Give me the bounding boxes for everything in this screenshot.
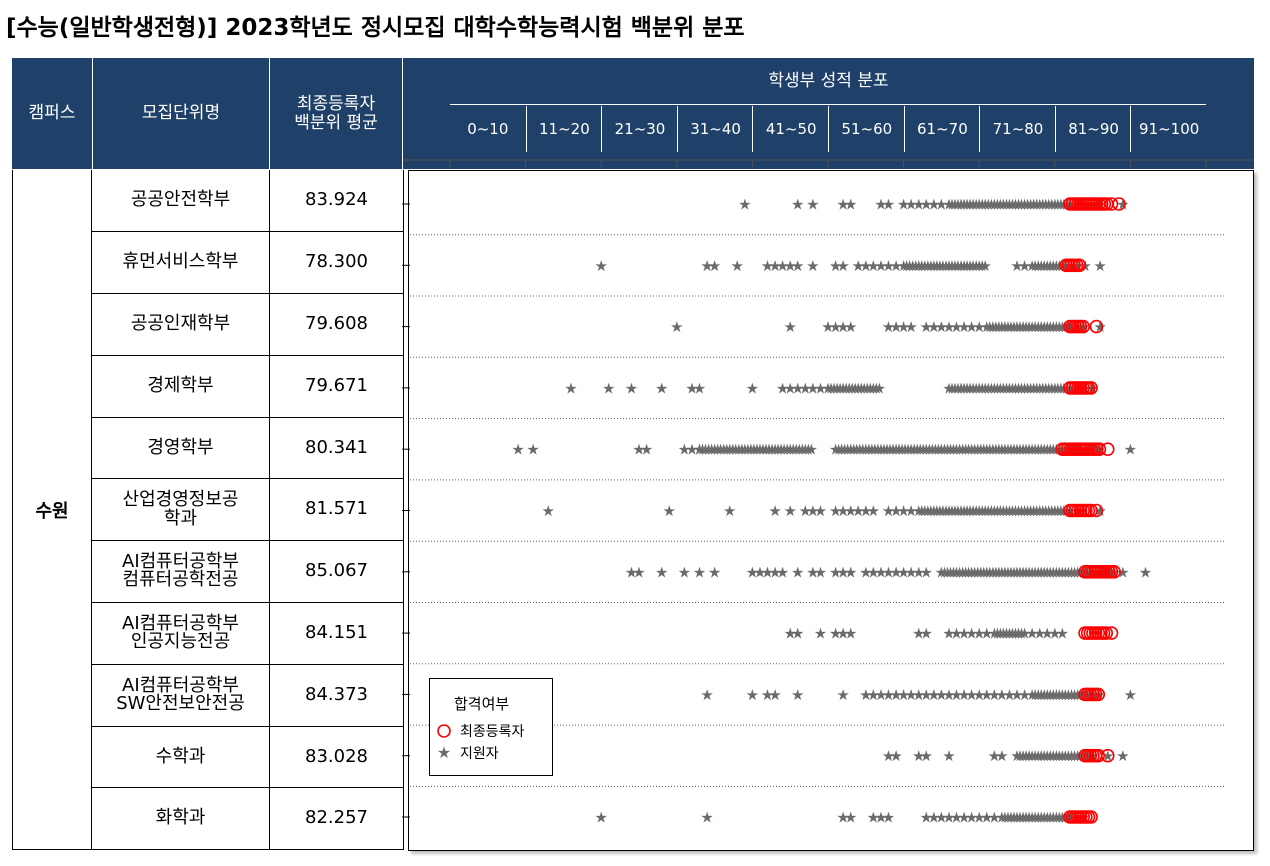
unit-average: 84.151 xyxy=(270,602,404,665)
unit-average: 80.341 xyxy=(270,417,404,480)
table-header: 캠퍼스 모집단위명 최종등록자 백분위 평균 학생부 성적 분포 xyxy=(12,58,1254,169)
range-label: 71~80 xyxy=(979,106,1056,152)
range-label: 41~50 xyxy=(752,106,829,152)
unit-name: 경제학부 xyxy=(92,355,270,418)
legend-circle-icon xyxy=(437,724,451,738)
range-label: 91~100 xyxy=(1130,106,1207,152)
header-avg: 최종등록자 백분위 평균 xyxy=(294,94,378,133)
range-label: 0~10 xyxy=(467,120,509,138)
unit-name: AI컴퓨터공학부 인공지능전공 xyxy=(92,602,270,665)
legend: 합격여부 최종등록자 ★ 지원자 xyxy=(429,678,553,776)
page-title: [수능(일반학생전형)] 2023학년도 정시모집 대학수학능력시험 백분위 분… xyxy=(6,15,745,41)
unit-average: 83.924 xyxy=(270,170,404,233)
unit-average: 82.257 xyxy=(270,788,404,851)
unit-name: 휴먼서비스학부 xyxy=(92,231,270,295)
range-label: 21~30 xyxy=(601,106,678,152)
legend-enrolled-label: 최종등록자 xyxy=(460,724,525,740)
unit-average: 78.300 xyxy=(270,231,404,295)
unit-average: 79.608 xyxy=(270,293,404,356)
unit-average: 79.671 xyxy=(270,355,404,418)
unit-average: 81.571 xyxy=(270,479,404,542)
legend-title: 합격여부 xyxy=(454,695,510,713)
range-label: 51~60 xyxy=(828,106,905,152)
range-label: 61~70 xyxy=(903,106,981,152)
header-distribution: 학생부 성적 분포 xyxy=(768,70,889,91)
svg-text:★: ★ xyxy=(437,745,451,761)
range-label: 81~90 xyxy=(1054,106,1132,152)
unit-name: 공공인재학부 xyxy=(92,293,270,356)
unit-name: AI컴퓨터공학부 SW안전보안전공 xyxy=(92,664,270,727)
unit-name: 경영학부 xyxy=(92,417,270,480)
unit-name: 산업경영정보공 학과 xyxy=(92,479,270,542)
unit-average: 85.067 xyxy=(270,540,404,604)
legend-star-icon: ★ xyxy=(437,745,451,761)
unit-average: 84.373 xyxy=(270,664,404,727)
unit-average: 83.028 xyxy=(270,726,404,789)
unit-name: 공공안전학부 xyxy=(92,170,270,233)
range-label: 31~40 xyxy=(676,106,754,152)
unit-name: 화학과 xyxy=(92,788,270,851)
campus-label: 수원 xyxy=(12,170,92,850)
range-label: 11~20 xyxy=(525,106,603,152)
unit-name: 수학과 xyxy=(92,726,270,789)
legend-applicant-label: 지원자 xyxy=(460,746,499,762)
header-unit: 모집단위명 xyxy=(141,103,221,124)
unit-name: AI컴퓨터공학부 컴퓨터공학전공 xyxy=(92,540,270,604)
header-campus: 캠퍼스 xyxy=(28,103,76,124)
